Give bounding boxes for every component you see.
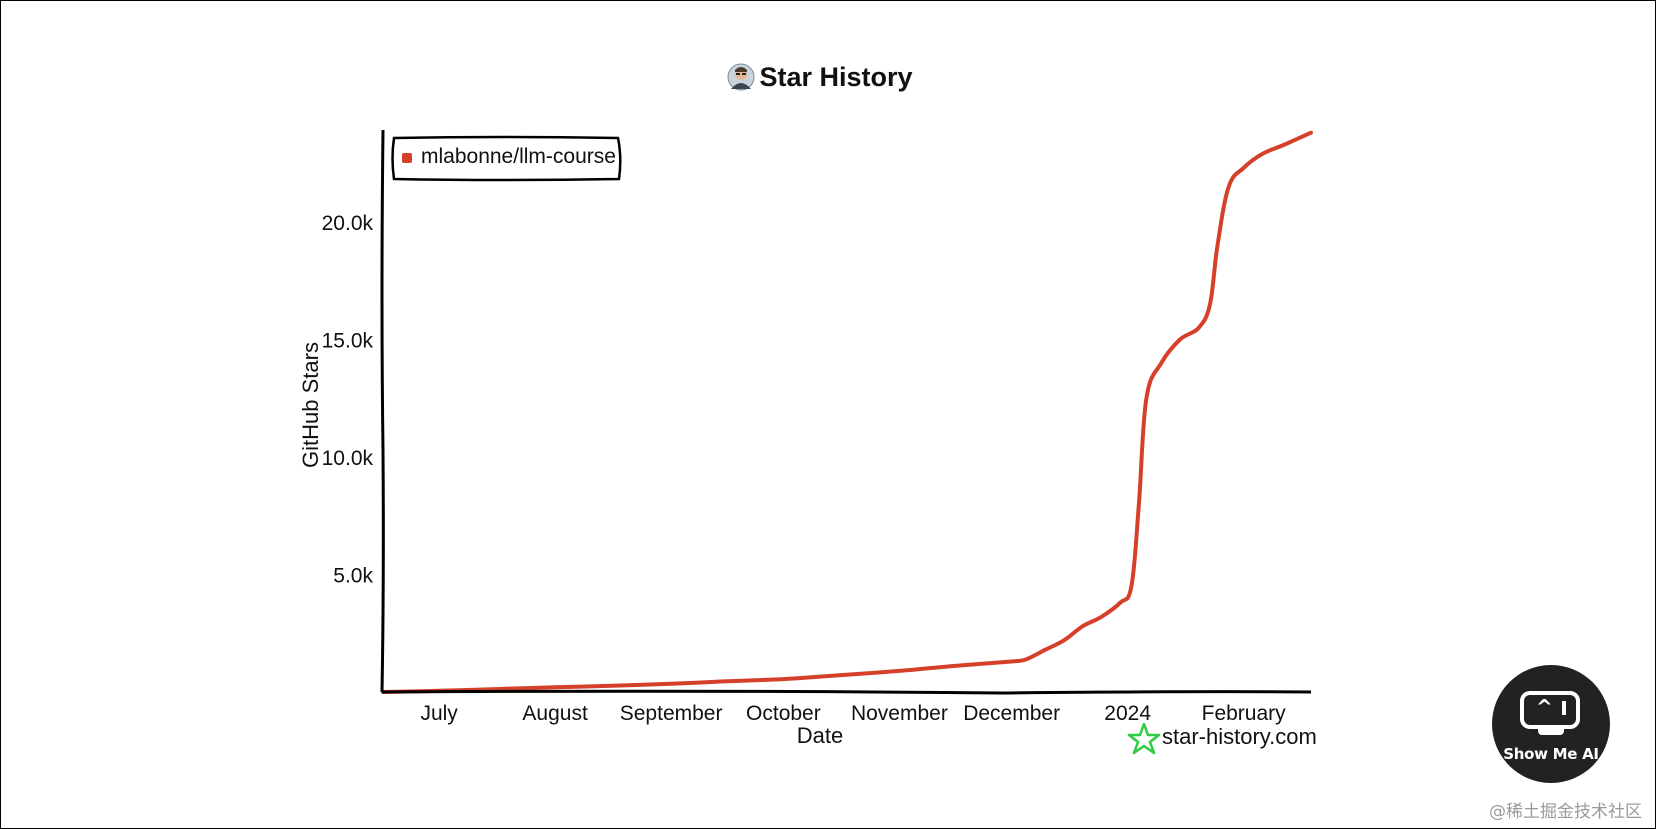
y-axis-line (380, 129, 385, 693)
legend-swatch (402, 153, 412, 163)
chart-title-block: Star History (0, 62, 1640, 98)
y-axis-label: GitHub Stars (298, 342, 323, 468)
y-tick-label: 20.0k (322, 212, 374, 235)
x-tick-label: September (620, 702, 723, 725)
x-tick-label: July (420, 702, 458, 725)
y-tick-label: 10.0k (322, 447, 374, 470)
series-line-llm-course (381, 130, 1313, 694)
source-credit: @稀土掘金技术社区 (1489, 802, 1642, 822)
x-tick-label: August (522, 702, 588, 725)
x-axis-label: Date (797, 723, 843, 748)
legend-box (391, 135, 622, 182)
avatar-icon (727, 63, 755, 98)
chart-title: Star History (759, 62, 913, 92)
badge-text: Show Me AI (1503, 745, 1599, 763)
y-tick-label: 15.0k (322, 330, 374, 353)
watermark: star-history.com (1127, 722, 1317, 755)
y-tick-label: 5.0k (333, 565, 373, 588)
x-axis-line (381, 689, 1312, 695)
show-me-ai-badge: ^ Show Me AI (1492, 665, 1610, 783)
legend: mlabonne/llm-course (391, 135, 622, 182)
x-tick-label: October (746, 702, 821, 725)
x-tick-label: December (963, 702, 1060, 725)
x-tick-label: November (851, 702, 948, 725)
star-outline-icon (1127, 722, 1161, 755)
y-axis-ticks: 5.0k 10.0k 15.0k 20.0k (322, 212, 374, 588)
x-tick-label: February (1202, 702, 1287, 725)
watermark-text: star-history.com (1162, 724, 1317, 749)
x-tick-label: 2024 (1104, 702, 1151, 725)
monitor-icon: ^ (1520, 691, 1580, 729)
legend-label: mlabonne/llm-course (421, 145, 616, 168)
x-axis-ticks: July August September October November Decemb… (420, 702, 1286, 725)
